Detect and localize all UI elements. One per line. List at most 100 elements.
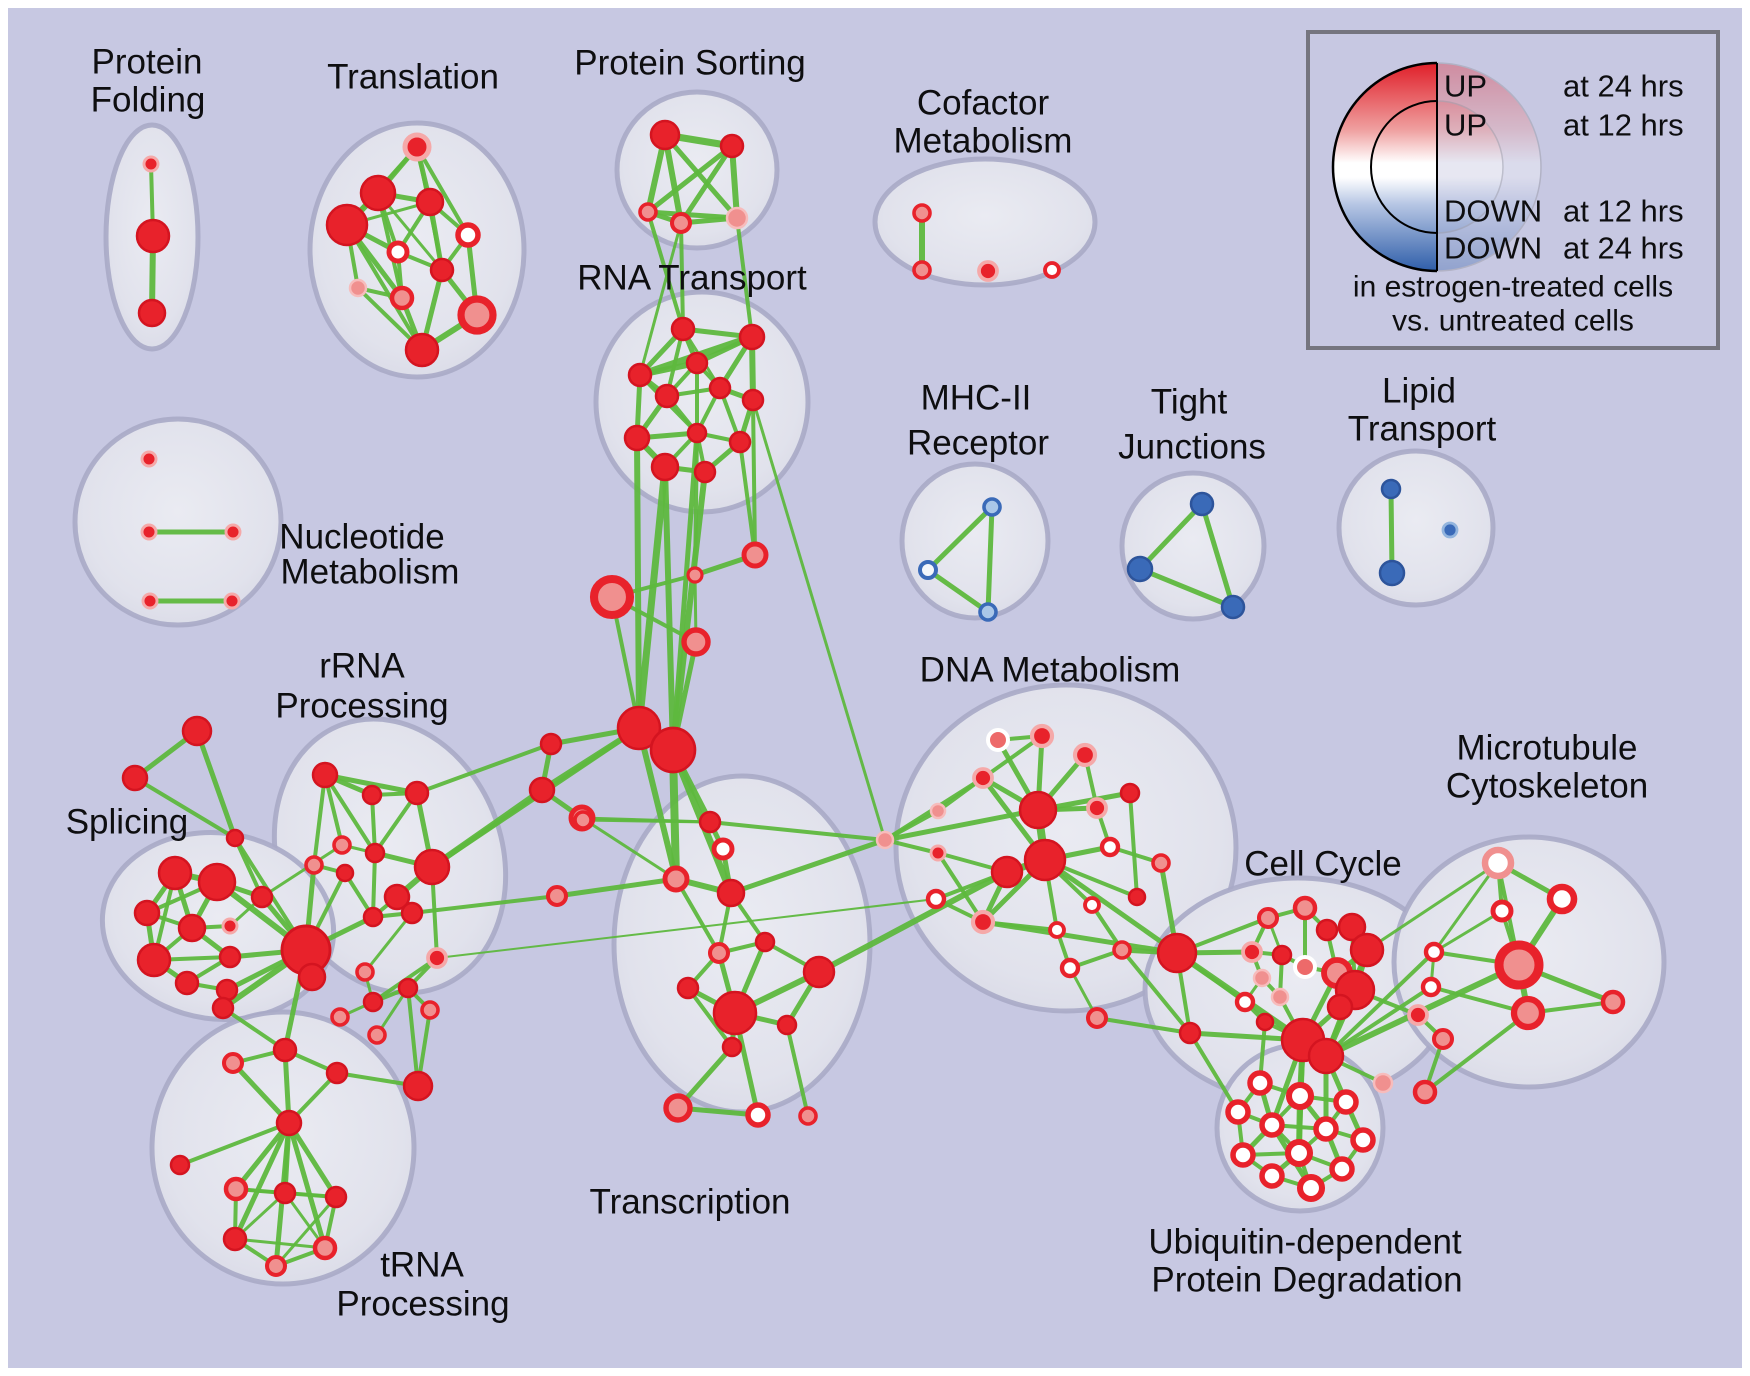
gene-node-tn7 [169,1154,191,1176]
cluster-label-protein-sorting-line0: Protein Sorting [574,44,806,83]
gene-node-r7 [741,388,765,412]
gene-node-rr1 [311,761,339,789]
gene-node-cc2 [1292,895,1318,921]
gene-node-m1 [982,497,1002,517]
edge-ps4-r1 [679,221,685,331]
edge-ps4-r3 [638,221,683,377]
gene-node-pf3 [137,298,167,328]
gene-node-sp10 [215,978,239,1002]
edge-rr11-ts5 [410,894,559,915]
gene-node-u7 [1350,1127,1376,1153]
gene-node-t9 [389,285,415,311]
gene-node-rr15 [397,977,419,999]
gene-node-rr16 [420,1000,440,1020]
gene-node-tn5 [402,1070,434,1102]
edge-d11-d18 [1128,791,1139,899]
gene-node-m3 [978,602,998,622]
gene-node-ts1 [698,810,722,834]
gene-node-cc6 [1271,944,1293,966]
legend-direction-3: DOWN [1444,231,1542,266]
cluster-label-trna-processing-line0: tRNA [380,1246,464,1285]
edge-t1-t5 [415,145,470,237]
edge-l1-l3 [1388,486,1395,576]
gene-node-cc7 [1293,955,1317,979]
cluster-label-rrna-processing-line1: Processing [275,687,448,726]
gene-node-u5 [1259,1112,1285,1138]
legend-note-line1: vs. untreated cells [1392,305,1634,338]
gene-node-cc15 [1326,993,1354,1021]
gene-node-n3 [224,523,242,541]
gene-node-mt7 [1510,995,1546,1031]
gene-node-u12 [1296,1173,1326,1203]
gene-node-u9 [1284,1138,1314,1168]
edge-ps2-ps4 [678,143,735,226]
edge-rr1-rr6 [323,773,377,855]
gene-node-rr7 [335,863,355,883]
legend-direction-0: UP [1444,69,1487,104]
gene-node-sp8 [218,945,242,969]
gene-node-d18 [1127,887,1147,907]
edge-rr11-rr13 [363,911,414,974]
gene-node-cc1 [1256,906,1280,930]
gene-node-mt10 [1431,1027,1455,1051]
gene-node-t6 [386,240,410,264]
edge-ts3-ts9 [674,877,721,955]
gene-node-cc4 [1337,912,1367,942]
cluster-label-lipid-transport-line1: Transport [1348,410,1497,449]
gene-node-h1 [616,705,662,751]
gene-node-cn1 [539,732,563,756]
edge-tn5-rr15 [406,986,420,1088]
gene-node-rr9 [413,848,451,886]
cluster-label-cell-cycle-line0: Cell Cycle [1244,845,1402,884]
cluster-label-translation-line0: Translation [327,58,499,97]
edge-ts5-ts3 [554,876,679,899]
gene-node-mt9 [1407,1004,1429,1026]
edge-cn4-h1 [610,595,641,730]
cluster-label-ubiquitin-degradation-line0: Ubiquitin-dependent [1148,1223,1462,1262]
legend-box [1306,30,1720,350]
gene-node-n4 [141,592,159,610]
gene-node-l2 [1441,521,1459,539]
cluster-ellipse-nucleotide-metabolism [72,416,284,628]
gene-node-ps2 [719,133,745,159]
gene-node-d12 [1099,836,1121,858]
edge-h1-ts3 [636,725,679,882]
gene-node-u10 [1329,1156,1355,1182]
gene-node-d19 [1151,853,1171,873]
edge-d6-d14 [936,851,985,924]
edge-d21-ccl [1095,1016,1192,1035]
edge-r11-h1 [635,463,669,732]
edge-tn6-tn11 [232,1120,292,1242]
legend: UP at 24 hrs UP at 12 hrs DOWN at 12 hrs DOWN a… [1306,30,1720,350]
gene-node-ts13 [776,1014,798,1036]
gene-node-t4 [415,187,445,217]
gene-node-u8 [1230,1142,1256,1168]
edge-tn6-tn8 [233,1120,292,1192]
gene-node-d11 [1119,782,1141,804]
gene-node-mt4 [1423,941,1445,963]
gene-node-sp4 [177,913,207,943]
gene-node-d3 [1072,742,1098,768]
cluster-label-splicing-line0: Splicing [66,803,189,842]
gene-node-ts16 [745,1102,771,1128]
gene-node-l3 [1378,559,1406,587]
gene-node-rr8 [362,906,384,928]
gene-node-ccl [1178,1021,1202,1045]
gene-node-t10 [457,295,497,335]
edge-m2-m3 [925,567,991,615]
gene-node-s2 [121,764,149,792]
edge-mt1-cc9 [1365,861,1500,952]
gene-node-ts15 [663,1093,693,1123]
edge-m1-m2 [925,504,995,573]
cluster-label-cofactor-metabolism-line0: Cofactor [917,84,1050,123]
gene-node-rr12 [426,947,448,969]
gene-node-u6 [1313,1116,1339,1142]
gene-node-ts12 [712,990,758,1036]
gene-node-u3 [1333,1089,1359,1115]
gene-node-d15 [1048,921,1066,939]
edge-ts11-d9 [816,869,1010,975]
edge-mt4-ch2 [1324,950,1436,1058]
gene-node-tn1 [211,996,235,1020]
